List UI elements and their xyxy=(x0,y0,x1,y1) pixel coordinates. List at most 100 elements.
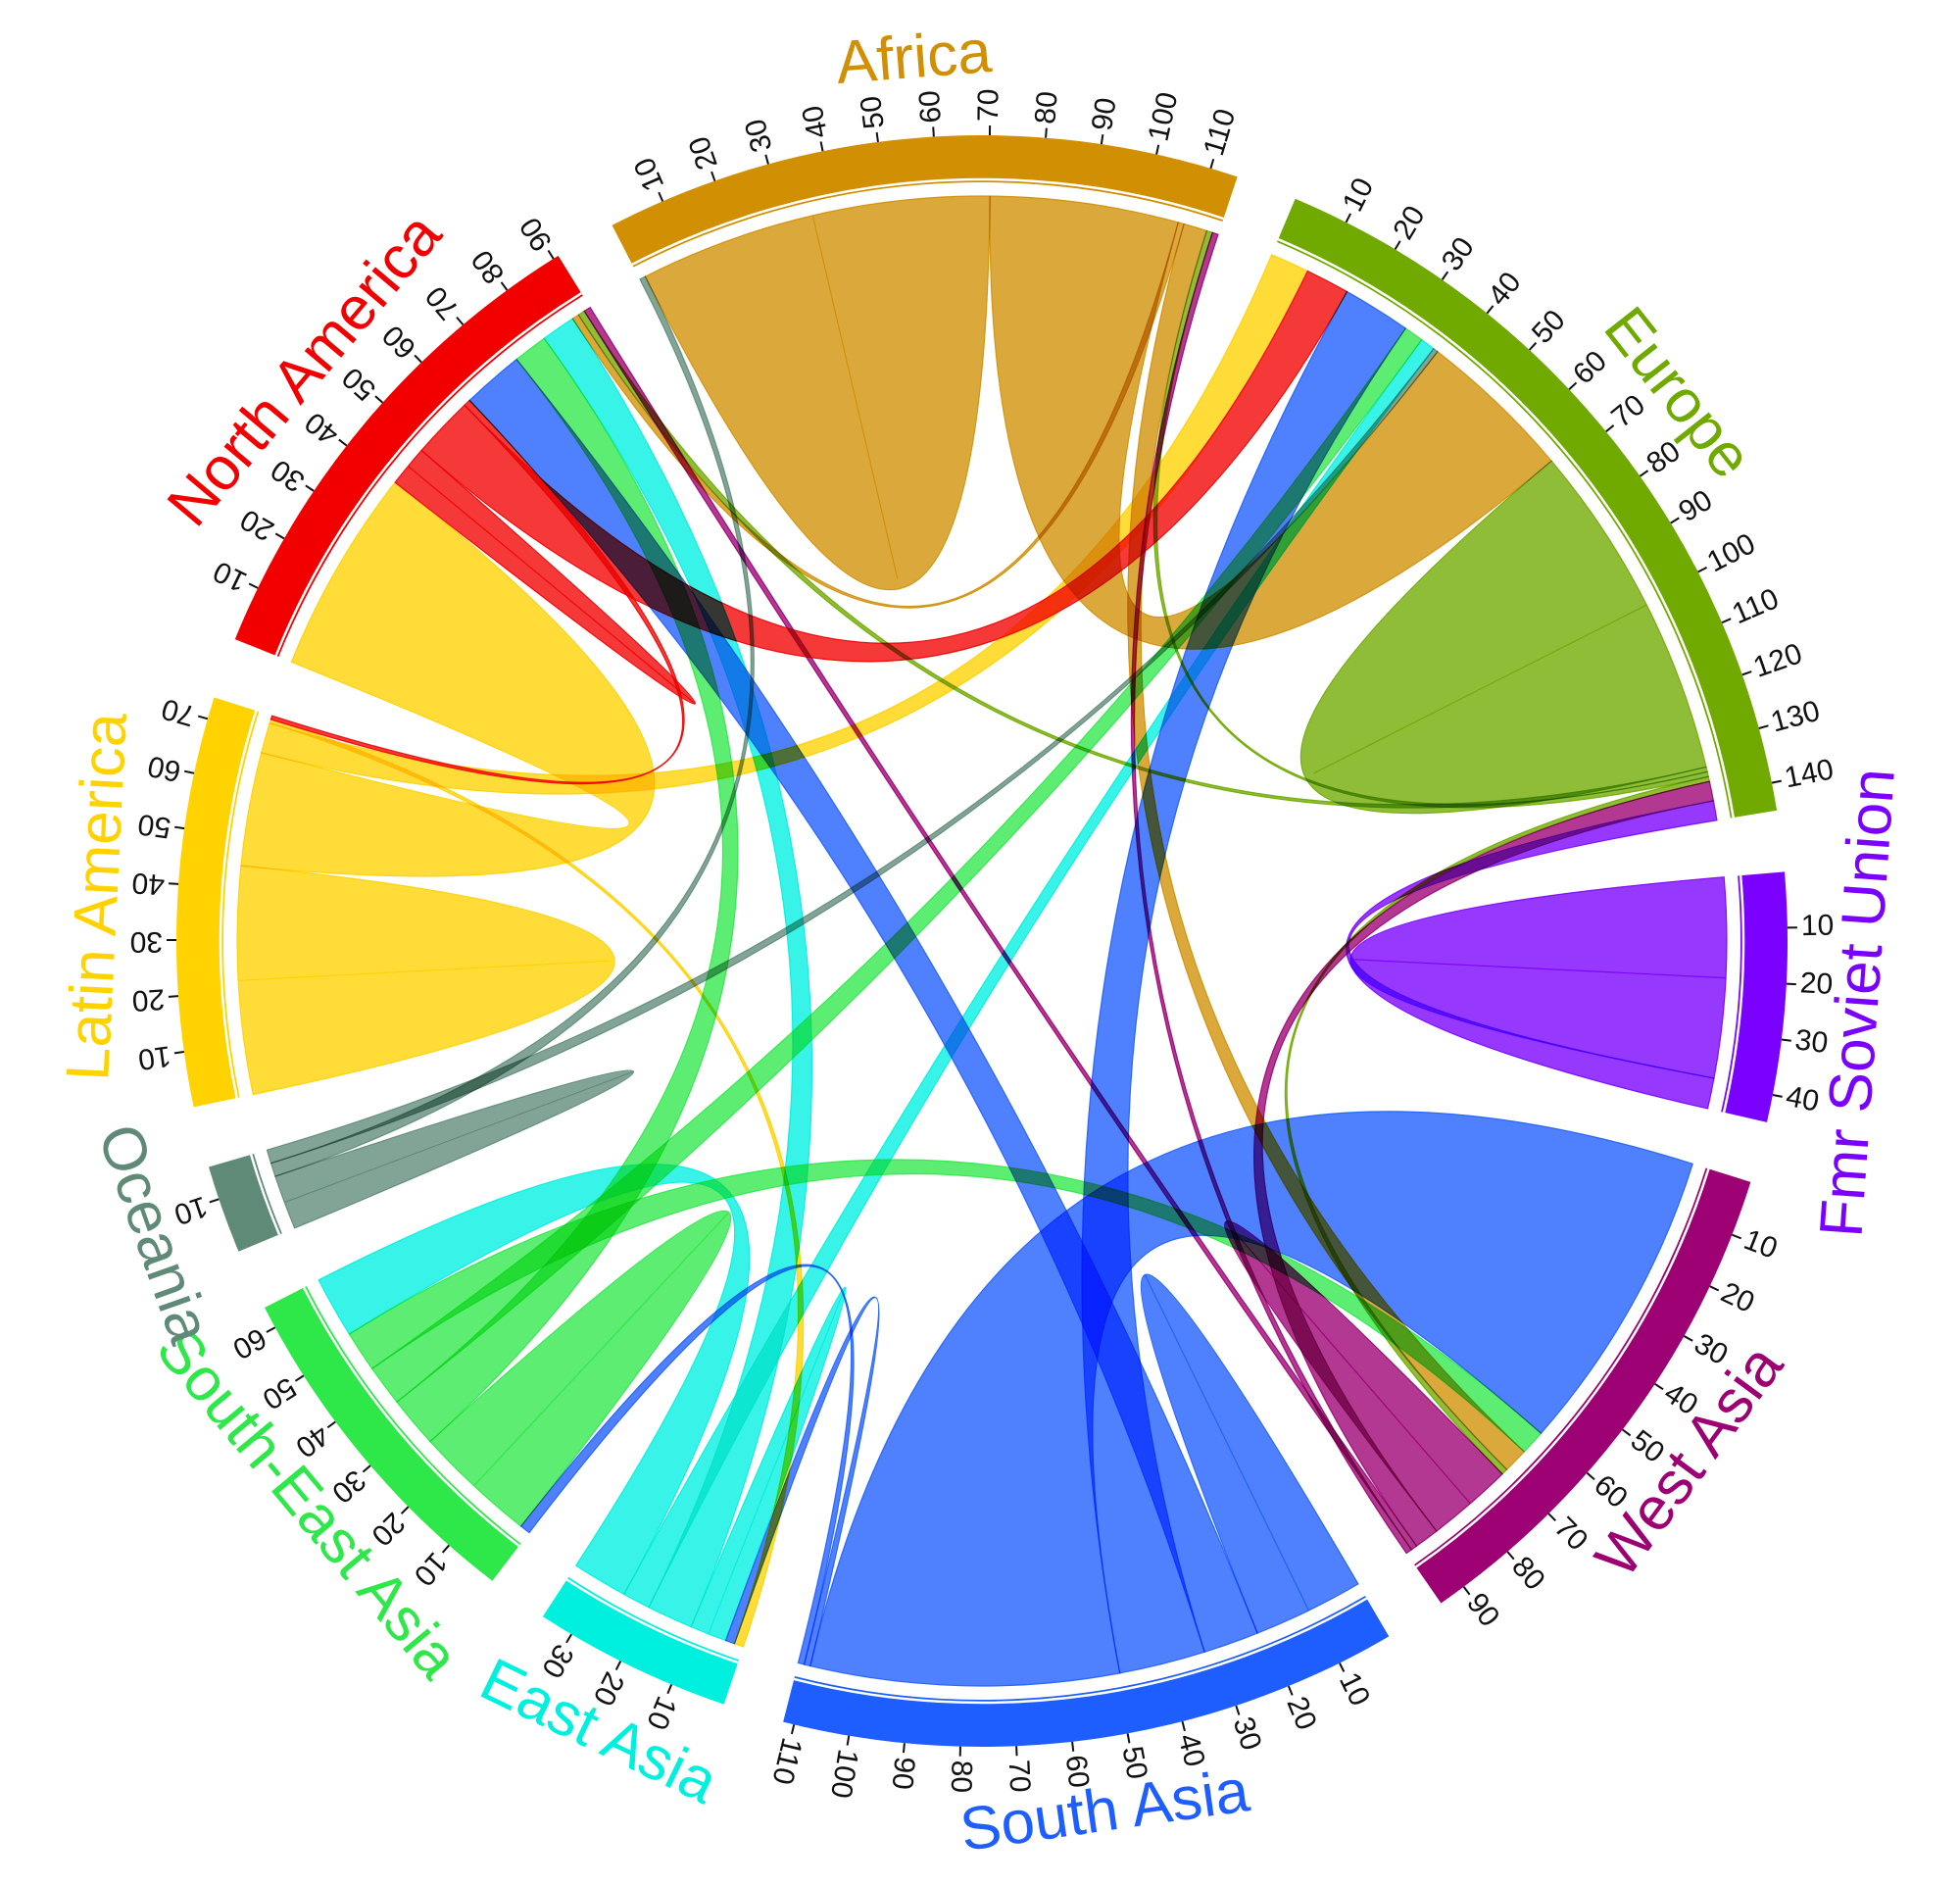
tick-mark-west_asia-70 xyxy=(1547,1513,1556,1522)
ribbon-layer xyxy=(236,195,1728,1687)
arc-inner-edge-north_america xyxy=(274,292,582,657)
tick-mark-south_east_asia-60 xyxy=(266,1326,276,1333)
tick-mark-africa-30 xyxy=(764,154,769,165)
ribbon-latin_america-to-latin_america xyxy=(236,865,615,1096)
tick-label-west_asia-90: 90 xyxy=(1460,1587,1505,1632)
tick-label-fmr_soviet_union-20: 20 xyxy=(1799,967,1834,1001)
tick-mark-europe-140 xyxy=(1771,779,1782,784)
tick-label-south_asia-80: 80 xyxy=(945,1760,978,1793)
tick-mark-europe-130 xyxy=(1758,724,1769,729)
region-label-latin_america: Latin America xyxy=(54,711,140,1082)
tick-label-north_america-80: 80 xyxy=(466,244,511,289)
arc-inner-edge-east_asia xyxy=(565,1578,739,1664)
tick-mark-south_east_asia-10 xyxy=(441,1544,450,1554)
tick-mark-europe-60 xyxy=(1568,381,1578,391)
tick-mark-north_america-30 xyxy=(305,484,315,492)
tick-mark-west_asia-60 xyxy=(1586,1471,1595,1480)
arc-inner-edge-oceania xyxy=(249,1154,281,1235)
tick-mark-north_america-70 xyxy=(456,316,465,325)
tick-mark-south_asia-40 xyxy=(1181,1720,1186,1732)
ribbon-oceania-to-africa xyxy=(270,275,755,1177)
tick-mark-north_america-10 xyxy=(248,582,259,589)
tick-mark-europe-90 xyxy=(1670,517,1680,524)
ribbon-south_asia-to-west_asia xyxy=(809,1111,1693,1687)
tick-label-fmr_soviet_union-40: 40 xyxy=(1784,1080,1822,1118)
tick-label-europe-40: 40 xyxy=(1482,266,1528,312)
arc-africa xyxy=(612,134,1238,268)
tick-label-latin_america-70: 70 xyxy=(158,692,198,732)
region-label-fmr_soviet_union: Fmr Soviet Union xyxy=(1807,767,1907,1240)
tick-mark-latin_america-40 xyxy=(169,882,179,885)
tick-mark-latin_america-10 xyxy=(173,1051,184,1055)
tick-label-africa-60: 60 xyxy=(913,89,948,124)
tick-label-africa-90: 90 xyxy=(1086,96,1123,133)
tick-mark-europe-110 xyxy=(1721,618,1732,624)
tick-label-south_asia-60: 60 xyxy=(1059,1754,1096,1790)
tick-label-west_asia-20: 20 xyxy=(1716,1276,1759,1319)
tick-label-africa-70: 70 xyxy=(972,88,1004,122)
tick-mark-east_asia-20 xyxy=(614,1661,622,1671)
tick-label-africa-10: 10 xyxy=(628,153,671,196)
ribbon-africa-to-africa xyxy=(644,195,991,591)
tick-label-west_asia-10: 10 xyxy=(1740,1223,1782,1265)
ribbon-east_asia-to-europe xyxy=(622,338,1435,1609)
ribbon-south_east_asia-to-south_east_asia xyxy=(429,1210,732,1527)
tick-mark-europe-100 xyxy=(1697,566,1708,573)
tick-label-latin_america-60: 60 xyxy=(145,749,184,787)
tick-mark-south_asia-90 xyxy=(902,1743,906,1754)
tick-mark-south_east_asia-30 xyxy=(362,1464,371,1473)
tick-mark-europe-50 xyxy=(1528,341,1538,351)
ribbon-north_america-to-latin_america xyxy=(270,399,685,785)
ribbon-africa-to-north_america xyxy=(571,222,1185,609)
ribbon-south_asia-to-south_asia xyxy=(1140,1273,1359,1634)
ribbon-west_asia-to-north_america xyxy=(583,306,1418,1551)
arc-europe xyxy=(1277,198,1778,818)
tick-label-latin_america-40: 40 xyxy=(131,867,167,901)
tick-mark-africa-10 xyxy=(658,191,664,202)
tick-label-europe-20: 20 xyxy=(1387,200,1431,245)
ribbon-latin_america-to-east_asia xyxy=(269,719,805,1648)
tick-mark-south_east_asia-20 xyxy=(400,1506,410,1514)
arc-inner-edge-latin_america xyxy=(219,710,258,1099)
tick-label-fmr_soviet_union-30: 30 xyxy=(1793,1023,1830,1060)
ribbon-south_asia-to-south_east_asia xyxy=(519,1264,855,1665)
region-label-south_asia: South Asia xyxy=(956,1757,1254,1864)
tick-mark-north_america-50 xyxy=(374,395,384,404)
tick-label-latin_america-20: 20 xyxy=(131,982,167,1017)
tick-label-europe-90: 90 xyxy=(1673,484,1718,529)
tick-mark-latin_america-50 xyxy=(174,825,185,830)
tick-label-south_asia-110: 110 xyxy=(765,1734,808,1787)
ribbon-europe-to-europe xyxy=(1299,460,1707,815)
tick-mark-south_asia-110 xyxy=(790,1724,796,1735)
tick-label-africa-40: 40 xyxy=(796,103,834,141)
tick-mark-north_america-60 xyxy=(414,354,422,364)
arc-inner-edge-west_asia xyxy=(1415,1167,1710,1568)
tick-label-south_asia-10: 10 xyxy=(1333,1667,1376,1711)
arc-oceania xyxy=(208,1154,282,1252)
tick-mark-west_asia-40 xyxy=(1654,1382,1664,1391)
tick-mark-south_east_asia-40 xyxy=(326,1420,336,1429)
tick-mark-africa-40 xyxy=(819,141,824,152)
tick-mark-south_asia-100 xyxy=(846,1735,851,1746)
tick-mark-south_asia-20 xyxy=(1287,1685,1294,1696)
tick-mark-west_asia-80 xyxy=(1506,1551,1515,1561)
tick-mark-latin_america-70 xyxy=(197,715,209,720)
arc-east_asia xyxy=(542,1576,740,1705)
tick-mark-west_asia-10 xyxy=(1732,1233,1742,1240)
tick-mark-europe-40 xyxy=(1486,305,1494,315)
tick-mark-africa-20 xyxy=(710,171,716,181)
tick-mark-fmr_soviet_union-30 xyxy=(1781,1038,1791,1042)
arc-south_east_asia xyxy=(265,1286,521,1581)
tick-mark-south_asia-60 xyxy=(1071,1741,1075,1752)
tick-label-africa-30: 30 xyxy=(739,116,779,156)
tick-mark-fmr_soviet_union-20 xyxy=(1786,982,1796,986)
tick-label-south_east_asia-60: 60 xyxy=(227,1321,271,1365)
ribbon-oceania-to-europe xyxy=(266,347,1439,1165)
ribbon-latin_america-to-europe xyxy=(260,254,1309,795)
tick-label-south_asia-40: 40 xyxy=(1171,1730,1210,1770)
tick-label-europe-100: 100 xyxy=(1702,527,1761,578)
arc-inner-edge-south_east_asia xyxy=(302,1286,520,1547)
tick-label-africa-20: 20 xyxy=(683,132,724,174)
tick-mark-europe-120 xyxy=(1741,670,1752,676)
